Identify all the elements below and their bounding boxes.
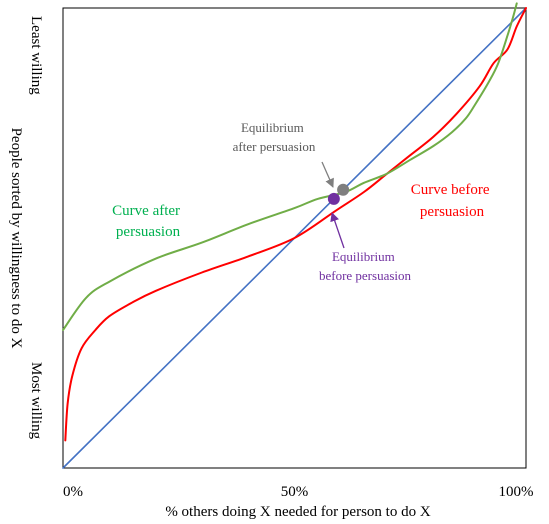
curve-before-label: Curve before persuasion <box>411 182 493 220</box>
curve-after-label-line1: Curve after <box>112 203 180 219</box>
x-tick-label: 0% <box>63 484 83 500</box>
y-axis-title: People sorted by willingness to do X <box>8 128 24 349</box>
curve-after-label-line2: persuasion <box>116 224 181 240</box>
curve-before-label-line2: persuasion <box>420 204 485 220</box>
eq-after-arrow <box>321 161 334 188</box>
x-tick-label: 50% <box>281 484 309 500</box>
eq-after-point <box>337 183 350 196</box>
points-layer <box>327 183 350 205</box>
eq-before-label: Equilibrium before persuasion <box>319 249 412 283</box>
series-before-line <box>64 7 527 442</box>
eq-before-point <box>327 192 340 205</box>
x-tick-label: 100% <box>499 484 534 500</box>
eq-before-label-line1: Equilibrium <box>332 249 395 264</box>
series-layer <box>62 2 527 469</box>
eq-before-label-line2: before persuasion <box>319 268 412 283</box>
eq-after-label-line2: after persuasion <box>233 139 316 154</box>
series-after-line <box>62 2 518 331</box>
eq-after-label: Equilibrium after persuasion <box>233 120 316 154</box>
eq-after-label-line1: Equilibrium <box>241 120 304 135</box>
x-tick-labels: 0% 50% 100% <box>63 484 534 500</box>
y-bottom-label: Most willing <box>28 362 44 440</box>
curve-after-label: Curve after persuasion <box>112 203 184 240</box>
x-axis-title: % others doing X needed for person to do… <box>165 504 431 520</box>
plot-frame <box>62 7 527 469</box>
y-top-label: Least willing <box>28 16 44 95</box>
eq-before-arrow <box>330 212 345 249</box>
curve-before-label-line1: Curve before <box>411 182 490 198</box>
